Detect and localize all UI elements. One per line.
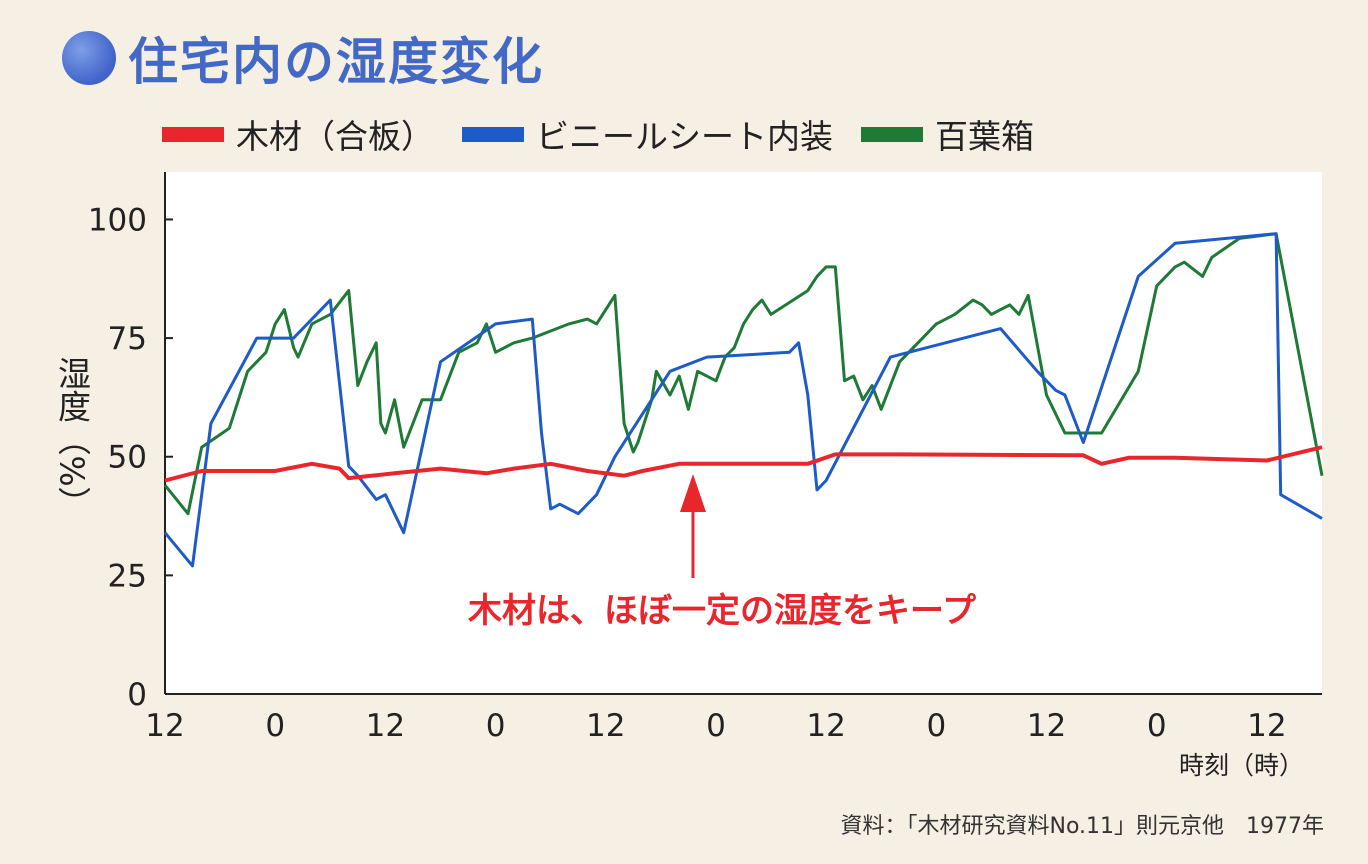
chart-title-text: 住宅内の湿度変化 <box>128 33 544 91</box>
x-tick-label: 12 <box>366 708 405 744</box>
y-axis-title: 湿度（%） <box>53 356 92 519</box>
bullet-dot-icon <box>62 31 116 85</box>
legend-swatch-wood <box>162 126 224 142</box>
y-tick-label: 75 <box>108 321 147 357</box>
legend-item-wood: 木材（合板） <box>162 110 434 158</box>
annotation-arrow-head <box>679 474 706 512</box>
y-tick-label: 0 <box>127 677 147 713</box>
legend-item-vinyl: ビニールシート内装 <box>462 110 833 158</box>
series-line-2 <box>163 232 1324 516</box>
plot-area <box>165 172 1322 694</box>
y-tick-label: 50 <box>108 440 147 476</box>
annotation-text: 木材は、ほぼ一定の湿度をキープ <box>467 591 976 631</box>
x-tick-label: 0 <box>1147 708 1167 744</box>
legend-swatch-vinyl <box>462 126 524 142</box>
legend-swatch-screen-box <box>861 126 923 142</box>
series-line-0 <box>164 445 1323 483</box>
x-tick-label: 0 <box>926 708 946 744</box>
x-tick-label: 12 <box>806 708 845 744</box>
x-tick-label: 12 <box>1247 708 1286 744</box>
legend: 木材（合板） ビニールシート内装 百葉箱 <box>162 110 1062 158</box>
x-tick-label: 12 <box>586 708 625 744</box>
chart-title: 住宅内の湿度変化 <box>62 22 544 94</box>
legend-label-screen-box: 百葉箱 <box>935 117 1034 156</box>
legend-label-vinyl: ビニールシート内装 <box>536 117 833 156</box>
x-tick-label: 0 <box>706 708 726 744</box>
x-axis-title: 時刻（時） <box>1179 751 1304 780</box>
y-tick-label: 100 <box>88 202 147 238</box>
source-note: 資料：「木材研究資料No.11」則元京他 1977年 <box>840 814 1324 839</box>
legend-item-screen-box: 百葉箱 <box>861 110 1034 158</box>
x-tick-label: 12 <box>1027 708 1066 744</box>
x-tick-label: 0 <box>486 708 506 744</box>
x-tick-label: 0 <box>265 708 285 744</box>
x-tick-label: 12 <box>145 708 184 744</box>
y-tick-label: 25 <box>108 558 147 594</box>
legend-label-wood: 木材（合板） <box>236 117 434 156</box>
series-line-1 <box>163 232 1323 568</box>
